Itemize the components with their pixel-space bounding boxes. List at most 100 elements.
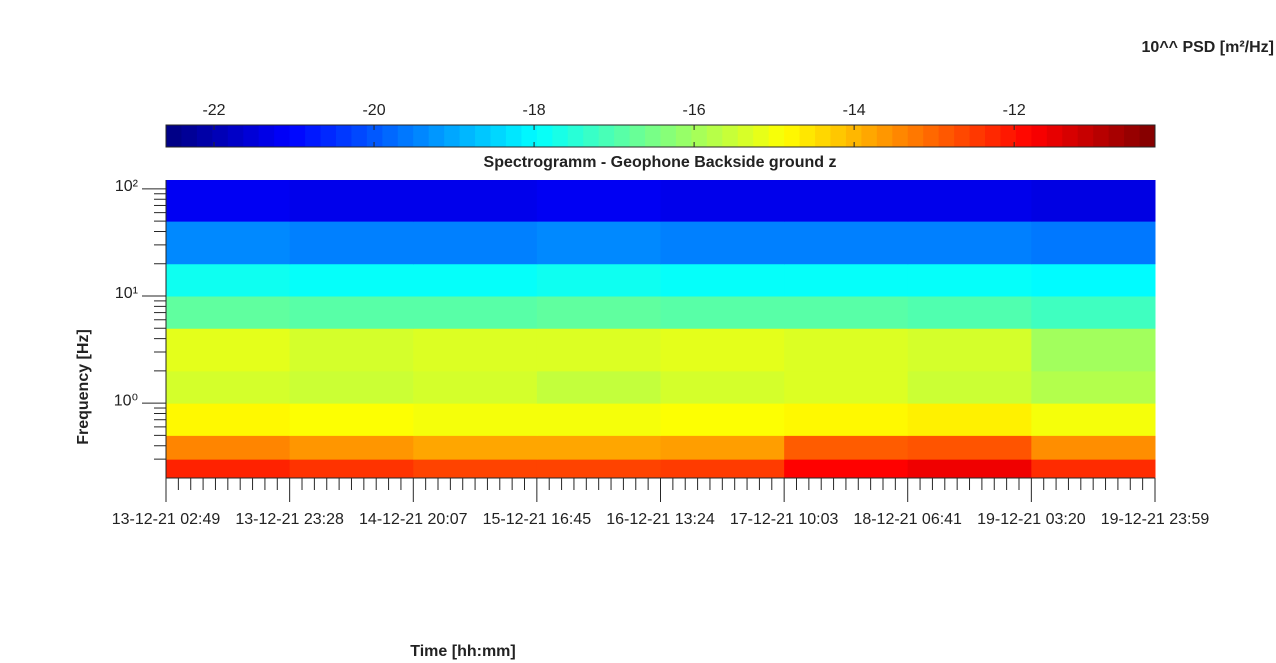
colorbar-swatch bbox=[645, 125, 661, 147]
colorbar-swatch bbox=[428, 125, 445, 147]
heatmap-cell bbox=[536, 263, 661, 297]
colorbar-swatch bbox=[382, 125, 399, 147]
heatmap-cell bbox=[289, 403, 414, 436]
colorbar-swatch bbox=[768, 125, 785, 147]
colorbar-swatch bbox=[459, 125, 476, 147]
x-axis-label: Time [hh:mm] bbox=[410, 643, 515, 660]
heatmap-cell bbox=[166, 328, 291, 372]
heatmap-cell bbox=[907, 263, 1032, 297]
heatmap-cell bbox=[536, 180, 661, 222]
heatmap-cell bbox=[660, 328, 785, 372]
colorbar-swatch bbox=[706, 125, 723, 147]
colorbar-swatch bbox=[876, 125, 893, 147]
heatmap-cell bbox=[1031, 328, 1156, 372]
colorbar-swatch bbox=[1000, 125, 1017, 147]
colorbar-swatch bbox=[1015, 125, 1032, 147]
heatmap-cell bbox=[1031, 459, 1156, 479]
y-tick-label: 10¹ bbox=[115, 285, 138, 302]
heatmap-cell bbox=[413, 328, 538, 372]
heatmap-cell bbox=[784, 263, 909, 297]
colorbar-swatch bbox=[490, 125, 507, 147]
heatmap-cell bbox=[907, 403, 1032, 436]
colorbar-swatch bbox=[444, 125, 461, 147]
colorbar-swatch bbox=[212, 125, 229, 147]
heatmap-cell bbox=[907, 435, 1032, 460]
heatmap-cell bbox=[784, 295, 909, 329]
heatmap-cell bbox=[536, 221, 661, 265]
heatmap-cell bbox=[536, 403, 661, 436]
colorbar-swatch bbox=[907, 125, 924, 147]
heatmap-cell bbox=[1031, 295, 1156, 329]
colorbar-swatch bbox=[660, 125, 677, 147]
heatmap-cell bbox=[660, 370, 785, 404]
heatmap-cell bbox=[784, 180, 909, 222]
x-tick-label: 15-12-21 16:45 bbox=[483, 511, 592, 528]
heatmap-cell bbox=[1031, 403, 1156, 436]
heatmap-cell bbox=[413, 459, 538, 479]
colorbar-swatch bbox=[1093, 125, 1110, 147]
colorbar-swatch bbox=[722, 125, 739, 147]
colorbar-swatch bbox=[830, 125, 847, 147]
heatmap-cell bbox=[907, 370, 1032, 404]
heatmap-cell bbox=[907, 459, 1032, 479]
colorbar-swatch bbox=[985, 125, 1001, 147]
colorbar-swatch bbox=[969, 125, 986, 147]
heatmap-cell bbox=[166, 403, 291, 436]
heatmap-cell bbox=[413, 370, 538, 404]
heatmap-cell bbox=[166, 295, 291, 329]
heatmap-cell bbox=[413, 403, 538, 436]
y-tick-label: 10² bbox=[115, 178, 139, 195]
heatmap-cell bbox=[289, 263, 414, 297]
x-tick-label: 19-12-21 03:20 bbox=[977, 511, 1086, 528]
colorbar-swatch bbox=[475, 125, 492, 147]
heatmap-cell bbox=[660, 263, 785, 297]
heatmap-cell bbox=[1031, 180, 1156, 222]
colorbar-swatch bbox=[1108, 125, 1125, 147]
colorbar-swatch bbox=[784, 125, 801, 147]
heatmap-cell bbox=[660, 403, 785, 436]
y-tick-label: 10⁰ bbox=[114, 392, 138, 409]
heatmap-cell bbox=[166, 435, 291, 460]
colorbar-swatch bbox=[196, 125, 213, 147]
colorbar-swatch bbox=[1046, 125, 1063, 147]
colorbar-swatch bbox=[629, 125, 646, 147]
heatmap-cell bbox=[907, 295, 1032, 329]
heatmap-cell bbox=[907, 180, 1032, 222]
colorbar-swatch bbox=[397, 125, 414, 147]
heatmap-cell bbox=[784, 435, 909, 460]
x-tick-label: 13-12-21 23:28 bbox=[235, 511, 344, 528]
heatmap-cell bbox=[289, 435, 414, 460]
colorbar-swatch bbox=[567, 125, 584, 147]
colorbar-frame bbox=[165, 124, 1156, 148]
heatmap-cell bbox=[660, 435, 785, 460]
heatmap-cell bbox=[413, 221, 538, 265]
heatmap-cell bbox=[413, 263, 538, 297]
colorbar-tick-label: -14 bbox=[843, 102, 866, 119]
colorbar-swatch bbox=[737, 125, 754, 147]
x-tick-label: 17-12-21 10:03 bbox=[730, 511, 839, 528]
colorbar-swatch bbox=[1139, 125, 1156, 147]
colorbar-swatch bbox=[258, 125, 275, 147]
x-tick-label: 18-12-21 06:41 bbox=[853, 511, 962, 528]
heatmap-cell bbox=[660, 295, 785, 329]
colorbar-swatch bbox=[351, 125, 368, 147]
colorbar-swatch bbox=[521, 125, 538, 147]
heatmap-cell bbox=[660, 180, 785, 222]
heatmap-cell bbox=[784, 459, 909, 479]
x-tick-label: 13-12-21 02:49 bbox=[112, 511, 221, 528]
colorbar-swatch bbox=[320, 125, 337, 147]
colorbar-tick-label: -16 bbox=[683, 102, 706, 119]
colorbar-swatch bbox=[335, 125, 352, 147]
heatmap-cell bbox=[536, 370, 661, 404]
colorbar-tick-label: -22 bbox=[202, 102, 225, 119]
heatmap-cell bbox=[536, 459, 661, 479]
colorbar-swatch bbox=[1124, 125, 1141, 147]
colorbar-swatch bbox=[166, 125, 182, 147]
colorbar-swatch bbox=[753, 125, 770, 147]
colorbar-swatch bbox=[954, 125, 971, 147]
colorbar-swatch bbox=[691, 125, 708, 147]
colorbar-swatch bbox=[227, 125, 244, 147]
colorbar-swatch bbox=[366, 125, 383, 147]
colorbar-swatch bbox=[598, 125, 615, 147]
